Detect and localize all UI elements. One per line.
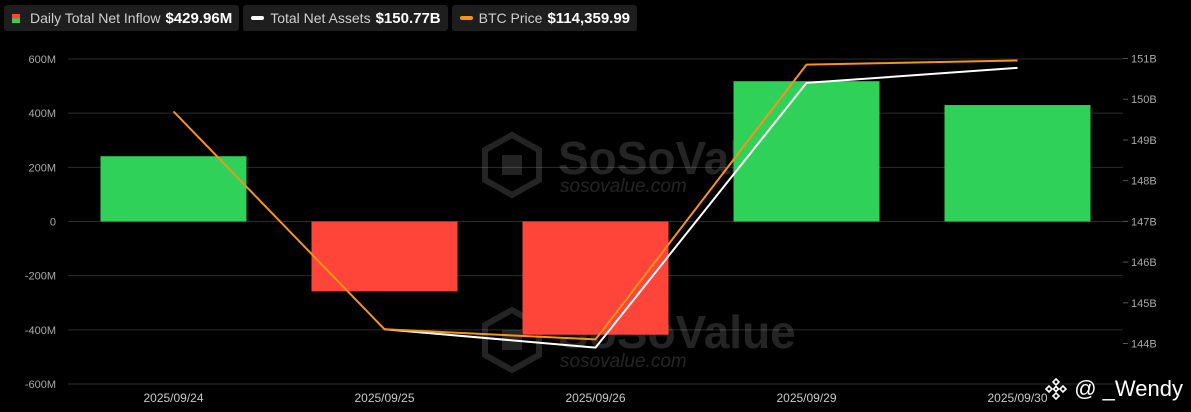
legend-assets-label: Total Net Assets — [270, 10, 371, 26]
y-left-tick-label: -600M — [25, 379, 56, 391]
legend-inflow[interactable]: Daily Total Net Inflow $429.96M — [4, 5, 240, 31]
y-right-tick-label: 145B — [1131, 298, 1157, 310]
legend: Daily Total Net Inflow $429.96M Total Ne… — [4, 5, 638, 31]
y-left-tick-label: 600M — [28, 54, 56, 66]
y-left-tick-label: -400M — [25, 325, 56, 337]
x-axis: 2025/09/24 2025/09/25 2025/09/26 2025/09/29… — [143, 391, 1047, 405]
y-right-tick-label: 146B — [1131, 257, 1157, 269]
total-net-assets-line — [384, 66, 1018, 349]
legend-btc-value: $114,359.99 — [547, 9, 631, 27]
y-right-tick-label: 144B — [1131, 339, 1157, 351]
sosovalue-logo-icon — [482, 131, 542, 199]
y-right-tick-label: 149B — [1131, 135, 1157, 147]
binance-logo-icon — [1045, 377, 1068, 401]
legend-btc[interactable]: BTC Price $114,359.99 — [451, 5, 638, 31]
y-right-tick-label: 151B — [1131, 54, 1157, 66]
btc-swatch-icon — [459, 16, 473, 20]
btc-price-line — [172, 59, 1018, 341]
inflow-bar — [944, 105, 1091, 222]
assets-swatch-icon — [251, 16, 265, 20]
legend-inflow-label: Daily Total Net Inflow — [30, 10, 161, 26]
legend-assets-value: $150.77B — [375, 9, 441, 27]
legend-inflow-value: $429.96M — [165, 9, 233, 27]
y-left-tick-label: -200M — [25, 271, 56, 283]
legend-assets[interactable]: Total Net Assets $150.77B — [243, 5, 448, 31]
y-axis-right: 151B 150B 149B 148B 147B 146B 145B 144B — [1123, 54, 1157, 351]
inflow-bar — [100, 156, 247, 222]
y-left-tick-label: 0 — [50, 217, 56, 229]
y-left-tick-label: 400M — [28, 108, 56, 120]
y-right-tick-label: 147B — [1131, 216, 1157, 228]
author-tag: @ _Wendy — [1044, 376, 1183, 402]
inflow-bars — [100, 81, 1091, 335]
inflow-bar — [311, 221, 458, 292]
y-right-tick-label: 148B — [1131, 176, 1157, 188]
x-tick-label: 2025/09/29 — [776, 391, 836, 405]
inflow-bar — [522, 221, 669, 335]
inflow-bar — [733, 81, 880, 222]
x-tick-label: 2025/09/26 — [565, 391, 625, 405]
x-tick-label: 2025/09/30 — [987, 391, 1047, 405]
line-series — [172, 59, 1018, 349]
watermark-url: sosovalue.com — [560, 176, 687, 197]
inflow-swatch-icon — [12, 13, 20, 23]
x-tick-label: 2025/09/25 — [354, 391, 414, 405]
legend-btc-label: BTC Price — [478, 10, 543, 26]
x-tick-label: 2025/09/24 — [143, 391, 203, 405]
author-handle: @ _Wendy — [1074, 376, 1183, 401]
y-left-tick-label: 200M — [28, 162, 56, 174]
watermark-url: sosovalue.com — [560, 351, 687, 372]
y-right-tick-label: 150B — [1131, 94, 1157, 106]
y-axis-left: 600M 400M 200M 0 -200M -400M -600M — [25, 54, 56, 391]
